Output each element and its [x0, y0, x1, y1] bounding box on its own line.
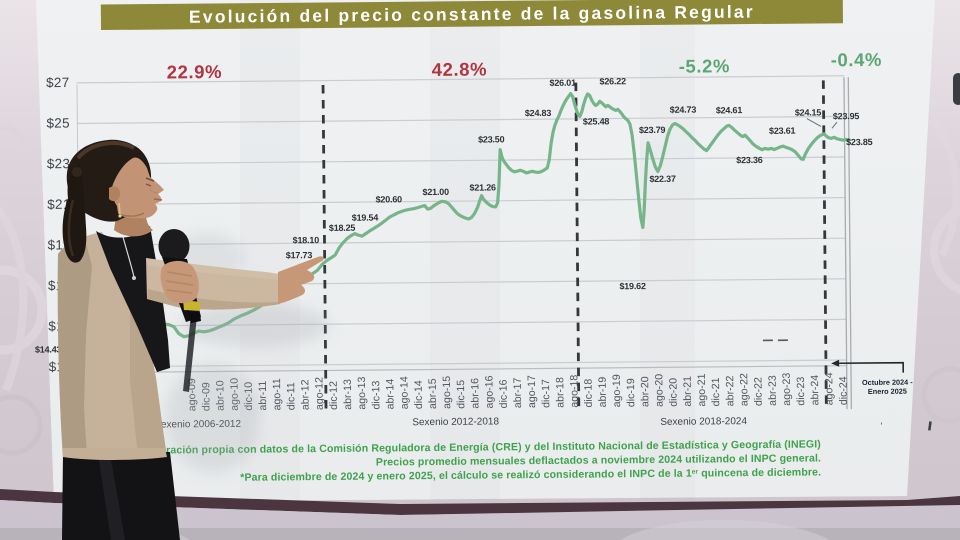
svg-text:$23.36: $23.36 [736, 155, 763, 165]
svg-text:Octubre 2024 -: Octubre 2024 - [862, 378, 913, 387]
svg-text:ago-13: ago-13 [356, 377, 368, 410]
svg-text:ago-23: ago-23 [781, 373, 793, 406]
svg-text:$23.50: $23.50 [478, 134, 505, 144]
svg-text:abr-18: abr-18 [554, 377, 566, 408]
svg-text:$23.85: $23.85 [846, 137, 873, 147]
svg-text:dic-24: dic-24 [837, 376, 849, 405]
svg-text:dic-11: dic-11 [285, 382, 297, 410]
svg-text:42.8%: 42.8% [432, 58, 488, 80]
svg-text:$24.15: $24.15 [795, 107, 822, 117]
svg-text:ago-21: ago-21 [696, 373, 708, 406]
svg-text:$23.79: $23.79 [639, 125, 666, 135]
svg-text:ago-15: ago-15 [441, 376, 453, 409]
svg-text:$17.73: $17.73 [286, 250, 313, 260]
svg-text:Precios promedio mensuales def: Precios promedio mensuales deflactados a… [376, 452, 821, 468]
svg-text:*Para diciembre de 2024 y ener: *Para diciembre de 2024 y enero 2025, el… [240, 466, 821, 483]
svg-text:dic-12: dic-12 [328, 381, 340, 410]
svg-text:$19.62: $19.62 [619, 281, 646, 291]
svg-text:$21: $21 [47, 197, 71, 212]
svg-text:ago-14: ago-14 [398, 376, 410, 409]
svg-text:dic-18: dic-18 [583, 379, 595, 408]
svg-text:Sexenio 2018-2024: Sexenio 2018-2024 [660, 416, 747, 428]
svg-text:abr-23: abr-23 [767, 375, 779, 406]
svg-text:dic-14: dic-14 [413, 380, 425, 409]
svg-text:$20.60: $20.60 [376, 194, 403, 204]
svg-text:abr-22: abr-22 [724, 375, 736, 406]
svg-text:$18.25: $18.25 [329, 223, 356, 233]
svg-text:-5.2%: -5.2% [679, 55, 731, 76]
svg-text:dic-20: dic-20 [667, 378, 679, 407]
svg-text:$24.73: $24.73 [670, 105, 697, 115]
svg-text:abr-13: abr-13 [342, 379, 354, 410]
svg-text:abr-24: abr-24 [809, 375, 821, 406]
svg-text:dic-23: dic-23 [795, 377, 807, 406]
svg-text:dic-19: dic-19 [625, 378, 637, 407]
svg-text:abr-17: abr-17 [512, 377, 524, 408]
svg-text:22.9%: 22.9% [167, 61, 223, 83]
svg-text:ago-12: ago-12 [313, 377, 325, 410]
svg-text:$18.10: $18.10 [293, 235, 320, 245]
svg-text:$27: $27 [46, 75, 70, 90]
svg-text:abr-16: abr-16 [469, 378, 481, 409]
svg-text:$19.54: $19.54 [352, 212, 379, 222]
svg-text:ago-20: ago-20 [653, 374, 665, 407]
svg-text:ago-17: ago-17 [526, 375, 538, 408]
svg-text:': ' [881, 421, 883, 431]
svg-text:ago-19: ago-19 [611, 374, 623, 407]
svg-text:abr-11: abr-11 [257, 381, 269, 411]
svg-text:$25.48: $25.48 [583, 116, 610, 126]
svg-text:$23: $23 [47, 156, 71, 171]
svg-text:ago-16: ago-16 [483, 375, 495, 408]
svg-text:dic-21: dic-21 [710, 377, 722, 406]
svg-text:$22.37: $22.37 [649, 174, 676, 184]
svg-text:dic-16: dic-16 [498, 379, 510, 408]
svg-text:Sexenio 2012-2018: Sexenio 2012-2018 [412, 416, 499, 428]
svg-text:dic-15: dic-15 [455, 380, 467, 409]
svg-text:abr-20: abr-20 [639, 376, 651, 407]
svg-text:abr-12: abr-12 [299, 379, 311, 410]
svg-text:dic-22: dic-22 [752, 377, 764, 406]
svg-text:ago-22: ago-22 [738, 373, 750, 406]
svg-text:abr-14: abr-14 [384, 379, 396, 410]
svg-text:dic-17: dic-17 [540, 379, 552, 408]
svg-text:$21.00: $21.00 [422, 187, 449, 197]
svg-text:dic-13: dic-13 [370, 381, 382, 410]
svg-text:Enero 2025: Enero 2025 [868, 387, 907, 396]
svg-text:$23.61: $23.61 [769, 126, 796, 136]
svg-text:$24.61: $24.61 [716, 105, 743, 115]
svg-text:abr-15: abr-15 [427, 378, 439, 409]
svg-text:$21.26: $21.26 [469, 182, 496, 192]
svg-text:$25: $25 [46, 116, 70, 131]
svg-text:$26.01: $26.01 [549, 78, 576, 88]
svg-text:abr-19: abr-19 [597, 377, 609, 408]
svg-text:$23.95: $23.95 [833, 111, 860, 121]
svg-text:$14.43: $14.43 [35, 344, 62, 354]
svg-text:$26.22: $26.22 [599, 76, 626, 86]
svg-text:$24.83: $24.83 [525, 108, 552, 118]
svg-text:abr-21: abr-21 [682, 376, 694, 407]
svg-text:-0.4%: -0.4% [831, 49, 883, 70]
svg-text:ago-11: ago-11 [271, 378, 283, 410]
